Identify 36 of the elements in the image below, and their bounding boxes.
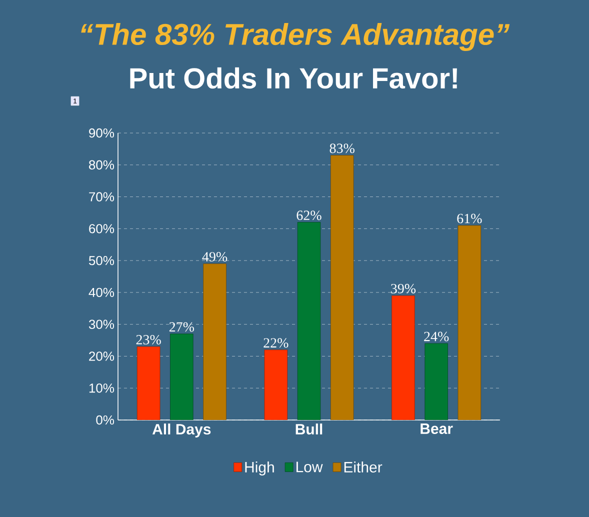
y-tick-label: 60% bbox=[89, 224, 114, 234]
bar bbox=[203, 264, 226, 420]
legend-label: Either bbox=[344, 462, 382, 473]
y-tick-label: 50% bbox=[88, 256, 114, 266]
bar bbox=[170, 334, 194, 420]
data-label: 62% bbox=[296, 210, 322, 220]
data-label: 22% bbox=[264, 338, 288, 348]
bar bbox=[264, 350, 288, 420]
bar bbox=[330, 155, 354, 420]
y-tick-label: 20% bbox=[89, 352, 114, 361]
bar bbox=[424, 343, 448, 420]
data-label: 39% bbox=[391, 284, 416, 294]
legend-label: Low bbox=[296, 462, 323, 472]
chart-subtitle: Put Odds In Your Favor! bbox=[130, 67, 457, 89]
x-tick-label: Bull bbox=[296, 424, 322, 435]
bar bbox=[136, 346, 160, 420]
chart-title: “The 83% Traders Advantage” bbox=[81, 23, 510, 51]
data-label: 23% bbox=[136, 334, 161, 344]
data-label: 49% bbox=[202, 252, 228, 262]
y-tick-label: 10% bbox=[89, 384, 114, 393]
x-tick-label: Bear bbox=[420, 424, 453, 434]
bar bbox=[392, 295, 415, 420]
x-tick-label: All Days bbox=[152, 424, 211, 438]
y-tick-label: 40% bbox=[88, 288, 114, 298]
y-tick-label: 90% bbox=[89, 128, 114, 138]
bar bbox=[297, 222, 321, 420]
data-label: 83% bbox=[330, 144, 354, 154]
bar bbox=[458, 225, 482, 420]
y-tick-label: 30% bbox=[88, 320, 114, 329]
y-tick-label: 70% bbox=[89, 192, 114, 202]
y-tick-label: 0% bbox=[96, 415, 114, 425]
data-label: 61% bbox=[457, 214, 482, 224]
legend-label: High bbox=[245, 462, 274, 476]
y-tick-label: 80% bbox=[89, 160, 114, 170]
data-label: 24% bbox=[424, 332, 449, 342]
data-label: 27% bbox=[169, 322, 194, 332]
